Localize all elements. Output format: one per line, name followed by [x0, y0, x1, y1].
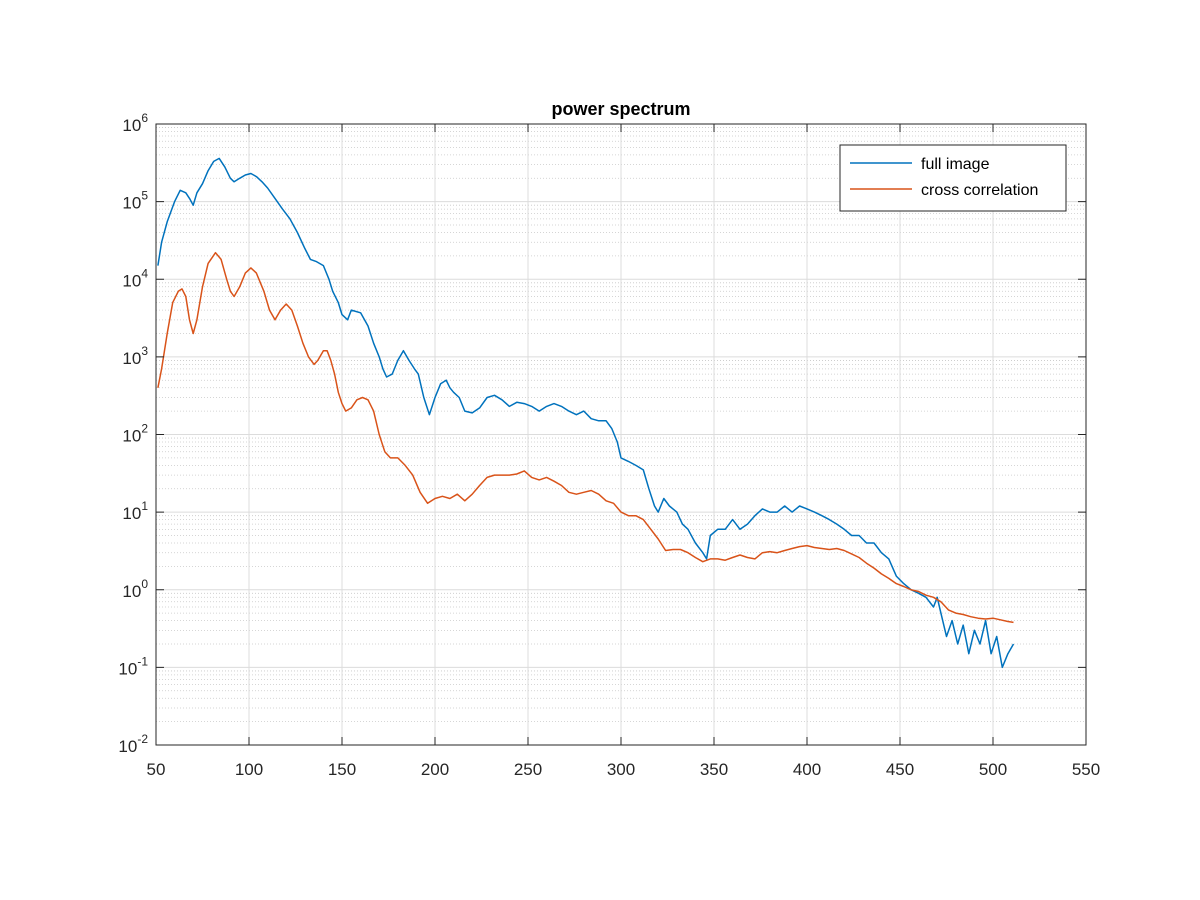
y-tick-label: 104	[122, 266, 148, 290]
legend-box	[839, 144, 1067, 212]
legend-label: full image	[921, 156, 990, 173]
y-axis-tick-labels: 10-2 10-1 100 101 102 103 104 105 106	[118, 111, 148, 756]
y-tick-label: 10-2	[118, 732, 148, 756]
x-tick-label: 100	[235, 760, 263, 779]
x-tick-label: 400	[793, 760, 821, 779]
legend-label: cross correlation	[921, 182, 1038, 199]
x-tick-label: 50	[147, 760, 166, 779]
series-layer	[157, 157, 1015, 669]
series-line-full-image	[157, 157, 1015, 669]
y-tick-label: 100	[122, 577, 148, 601]
x-tick-label: 250	[514, 760, 542, 779]
y-tick-label: 105	[122, 189, 148, 213]
x-tick-label: 550	[1072, 760, 1100, 779]
legend: full image cross correlation	[839, 144, 1067, 212]
series-line-cross-correlation	[157, 251, 1014, 624]
y-tick-label: 10-1	[118, 654, 148, 678]
y-tick-label: 102	[122, 422, 148, 446]
x-axis-tick-labels: 50 100 150 200 250 300 350 400 450 500 550	[147, 760, 1101, 779]
tick-marks	[155, 123, 1087, 746]
x-tick-label: 200	[421, 760, 449, 779]
x-tick-label: 450	[886, 760, 914, 779]
y-tick-label: 101	[122, 499, 148, 523]
x-tick-label: 350	[700, 760, 728, 779]
y-tick-label: 103	[122, 344, 148, 368]
x-tick-label: 300	[607, 760, 635, 779]
y-tick-label: 106	[122, 111, 148, 135]
x-tick-label: 500	[979, 760, 1007, 779]
chart-title: power spectrum	[551, 99, 690, 119]
x-tick-label: 150	[328, 760, 356, 779]
